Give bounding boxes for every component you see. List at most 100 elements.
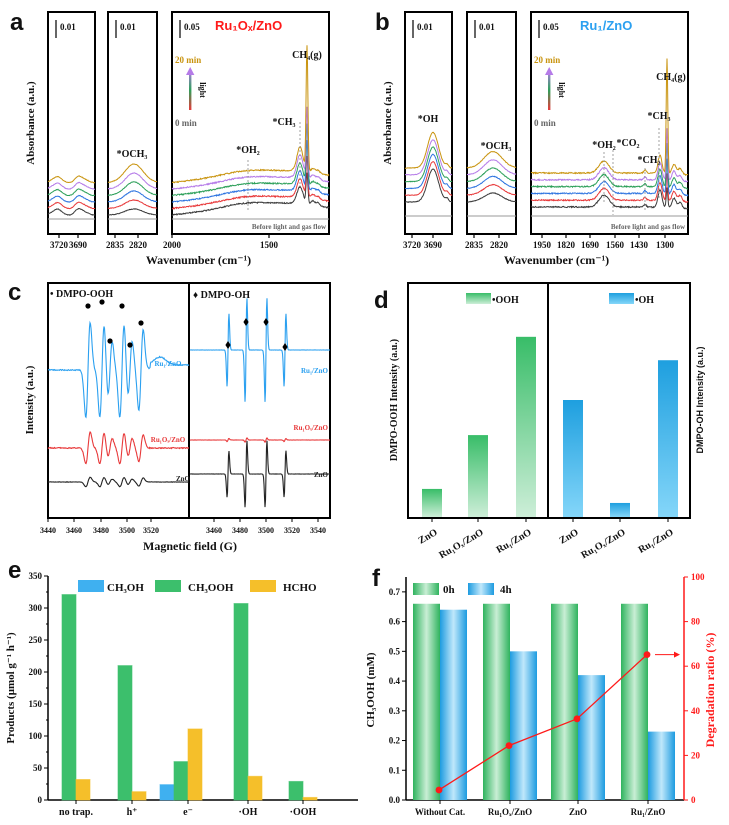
time-end-label: 20 min [175, 55, 201, 65]
x-axis-label: Magnetic field (G) [143, 539, 237, 553]
bar-0h [551, 603, 578, 800]
spectrum-20min-region-3 [172, 45, 330, 184]
bar-ooh-0 [422, 488, 442, 517]
category-label: Ru₁Oₓ/ZnO [579, 527, 627, 561]
spectrum-12min-region-3 [530, 142, 688, 190]
spectrum-20min-region-3 [530, 58, 689, 177]
x-tick-label: 1820 [557, 240, 576, 250]
y-axis-label: Products (μmol g⁻¹ h⁻¹) [5, 632, 17, 744]
bar-ooh-2 [516, 336, 536, 517]
panel-title: Ru₁Oₓ/ZnO [215, 18, 282, 33]
series-label-left: ZnO [176, 475, 191, 483]
annotation-ch3: *CH₃ [273, 117, 296, 128]
bar-0h [413, 603, 440, 800]
spectrum-0min-region-1 [47, 207, 96, 216]
legend-label-4h: 4h [500, 584, 512, 596]
y-tick-label: 150 [29, 699, 43, 709]
bar-4h [440, 609, 467, 800]
bar-ch3ooh [61, 594, 77, 801]
y-axis-label: Absorbance (a.u.) [25, 81, 37, 165]
time-start-label: 0 min [175, 118, 197, 128]
degradation-point [643, 651, 651, 659]
bar-ooh-1 [468, 435, 488, 517]
series-label-right: ZnO [314, 471, 329, 479]
bar-ch3oh [159, 784, 175, 801]
category-label: h⁺ [127, 807, 138, 818]
spectrum-16min-region-3 [530, 128, 689, 183]
spectrum-4min-region-2 [107, 199, 158, 210]
legend-label-1: CH₃OOH [188, 582, 234, 594]
spectrum-box-2 [107, 11, 158, 235]
spectrum-8min-region-2 [466, 175, 517, 189]
x-tick-label: 3520 [143, 526, 159, 535]
y-axis-label-right: Degradation ratio (%) [703, 633, 717, 748]
x-tick-label: 3690 [424, 240, 443, 250]
spectrum-4min-region-2 [466, 183, 516, 196]
category-label: Ru₁/ZnO [495, 527, 534, 556]
x-tick-label: 3690 [69, 240, 88, 250]
baseline-label: Before light and gas flow [611, 223, 686, 231]
panel-label-e: e [8, 557, 21, 584]
spectrum-0min-region-2 [467, 192, 516, 203]
y-tick-label: 0.5 [389, 646, 401, 656]
category-label: e⁻ [183, 807, 193, 818]
y-tick-label: 250 [29, 635, 43, 645]
light-arrow [548, 70, 551, 110]
bar-4h [578, 675, 605, 800]
spectrum-0min-region-1 [404, 168, 453, 203]
x-tick-label: 1430 [630, 240, 649, 250]
annotation-oh2: *OH₂ [236, 145, 260, 156]
y2-tick-label: 60 [691, 661, 701, 671]
time-end-label: 20 min [534, 55, 560, 65]
bar-hcho [302, 796, 318, 801]
annotation-ch3: *CH₃ [648, 111, 671, 122]
annotation-co2: *CO₂ [617, 138, 640, 149]
spectrum-0min-region-3 [531, 187, 688, 210]
legend-swatch-ooh [466, 293, 491, 304]
panel-label-d: d [374, 287, 389, 314]
spectrum-4min-region-3 [530, 173, 689, 204]
bar-ch3ooh [117, 665, 133, 801]
spectrum-20min-region-2 [107, 163, 158, 183]
y-tick-label: 0.2 [389, 736, 401, 746]
y-tick-label: 0.0 [389, 795, 401, 805]
panel-label-b: b [375, 9, 390, 36]
spectrum-box-3 [171, 11, 330, 235]
spectrum-16min-region-1 [405, 139, 453, 176]
epr-dmpo-oh-ru1 [189, 298, 330, 402]
bar-4h [510, 651, 537, 800]
y2-tick-label: 0 [691, 795, 696, 805]
legend-swatch-1 [155, 580, 181, 592]
x-tick-label: 3720 [50, 240, 69, 250]
legend-swatch-oh [609, 293, 634, 304]
category-label: ZnO [569, 807, 587, 817]
series-label-left: Ru₁Oₓ/ZnO [151, 436, 186, 444]
degradation-point [435, 786, 443, 794]
x-tick-label: 3500 [258, 526, 274, 535]
time-start-label: 0 min [534, 118, 556, 128]
category-label: no trap. [59, 807, 93, 818]
y-tick-label: 200 [29, 667, 43, 677]
legend-label-2: HCHO [283, 582, 317, 594]
spectrum-4min-region-1 [404, 161, 453, 196]
spectrum-box-3 [530, 11, 689, 235]
epr-dmpo-oh-ru1ox [189, 437, 331, 444]
spectrum-0min-region-3 [171, 172, 330, 217]
series-label-right: Ru₁/ZnO [301, 367, 329, 375]
annotation-och3: *OCH₃ [117, 149, 148, 160]
bar-ch3ooh [173, 761, 189, 801]
dmpo-ooh-marker [138, 320, 144, 326]
legend-swatch-0 [78, 580, 104, 592]
x-tick-label: 1690 [581, 240, 600, 250]
annotation-ch4: CH₄(g) [656, 72, 686, 83]
arrow-head-icon [186, 67, 195, 75]
spectrum-16min-region-3 [171, 106, 330, 191]
epr-dmpo-ooh-zno [47, 476, 190, 488]
x-axis-label: Wavenumber (cm⁻¹) [504, 253, 609, 267]
dmpo-ooh-marker [99, 299, 105, 305]
annotation-ch2: *CH₂ [638, 155, 661, 166]
bar-0h [483, 603, 510, 800]
spectrum-8min-region-1 [47, 194, 96, 203]
legend-label-oh: •OH [635, 295, 654, 306]
bar-hcho [247, 775, 263, 801]
